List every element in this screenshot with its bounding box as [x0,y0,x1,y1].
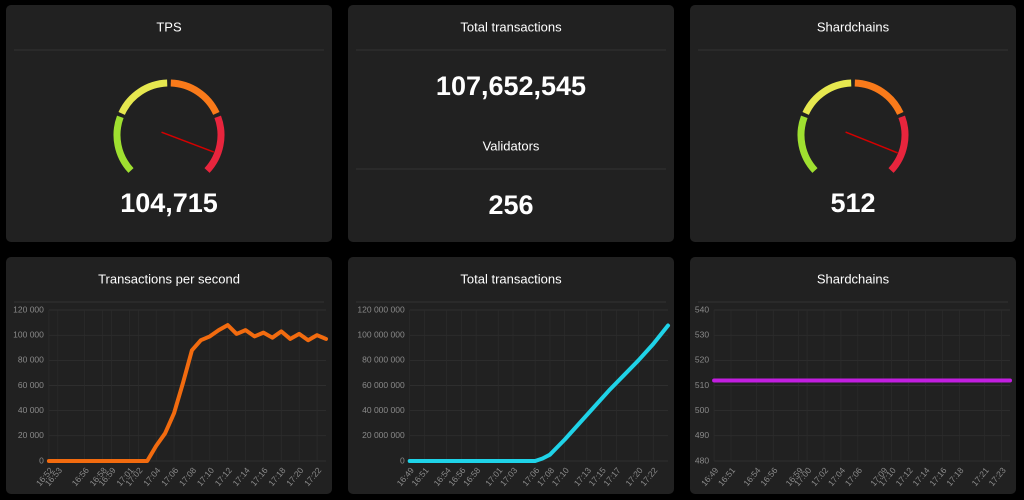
gauge-segment [797,115,818,173]
panel-title: Shardchains [817,19,890,34]
panel-title: Total transactions [460,19,562,34]
y-tick-label: 120 000 [13,304,44,314]
y-tick-label: 40 000 000 [362,405,405,415]
gauge-segment [888,115,909,173]
panel [690,5,1016,242]
y-tick-label: 40 000 [18,405,44,415]
y-tick-label: 120 000 000 [357,304,405,314]
y-tick-label: 510 [695,380,709,390]
y-tick-label: 60 000 [18,380,44,390]
panel-title: Total transactions [460,271,562,286]
gauge-needle [161,131,215,153]
gauge-segment [118,79,168,116]
y-tick-label: 530 [695,329,709,339]
gauge-needle [845,131,898,154]
gauge-segment [854,79,904,116]
panel-title: TPS [156,19,182,34]
stat-value: 107,652,545 [436,71,586,101]
y-tick-label: 80 000 000 [362,355,405,365]
stat-value: 256 [488,190,533,220]
gauge-segment [802,79,852,116]
y-tick-label: 540 [695,304,709,314]
y-tick-label: 0 [400,455,405,465]
panel [348,5,674,242]
panel-title: Transactions per second [98,271,240,286]
series-line [46,323,328,463]
y-tick-label: 0 [39,455,44,465]
gauge-value: 512 [830,188,875,218]
y-tick-label: 100 000 [13,329,44,339]
gauge-segment [170,79,220,116]
y-tick-label: 20 000 000 [362,430,405,440]
stat-title: Validators [483,138,540,153]
y-tick-label: 490 [695,430,709,440]
y-tick-label: 500 [695,405,709,415]
y-tick-label: 20 000 [18,430,44,440]
panel [6,5,332,242]
panel [6,257,332,494]
series-line [407,323,670,463]
gauge-value: 104,715 [120,188,218,218]
panel [348,257,674,494]
y-tick-label: 80 000 [18,355,44,365]
y-tick-label: 520 [695,355,709,365]
panel-title: Shardchains [817,271,890,286]
y-tick-label: 100 000 000 [357,329,405,339]
gauge-segment [204,115,225,173]
panel [690,257,1016,494]
y-tick-label: 60 000 000 [362,380,405,390]
gauge-segment [113,115,134,173]
y-tick-label: 480 [695,455,709,465]
